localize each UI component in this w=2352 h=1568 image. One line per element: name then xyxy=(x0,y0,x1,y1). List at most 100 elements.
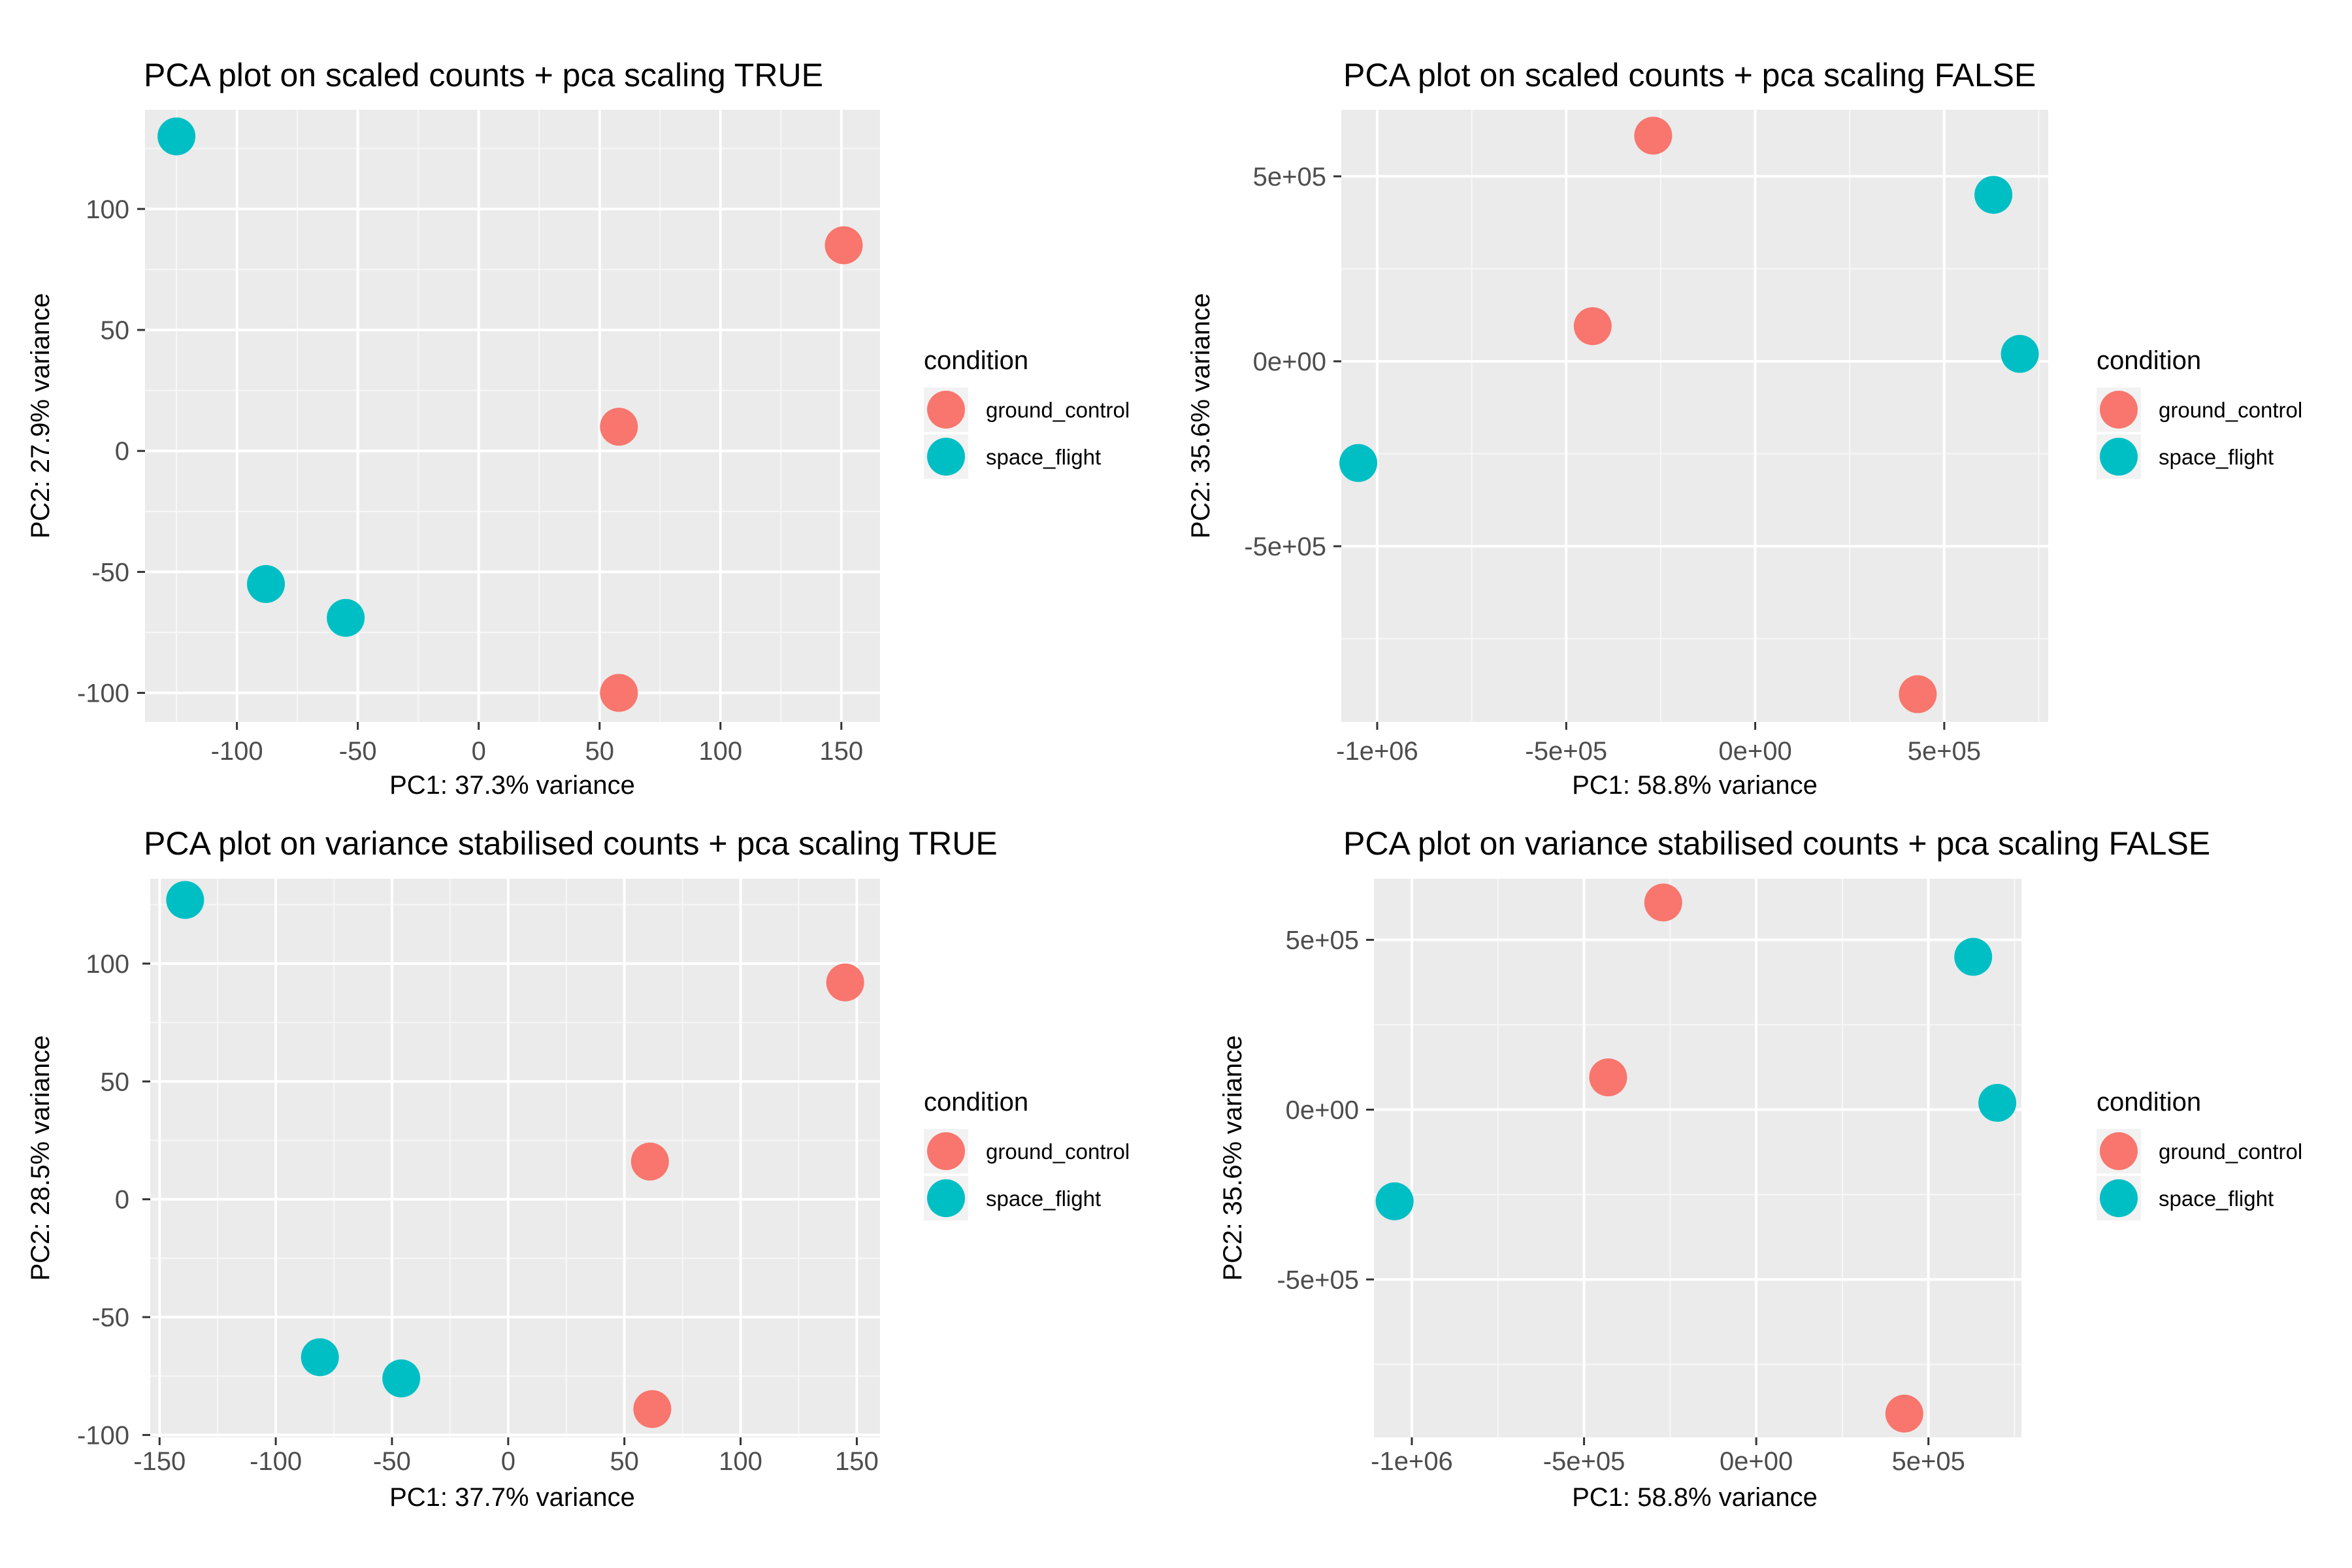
data-point-ground_control xyxy=(1899,675,1937,713)
y-tick-label: -50 xyxy=(91,1303,129,1332)
x-tick-label: -5e+05 xyxy=(1543,1447,1625,1476)
x-tick-label: 50 xyxy=(610,1447,639,1476)
x-tick-label: 0 xyxy=(472,737,486,766)
x-axis-title: PC1: 58.8% variance xyxy=(1572,1483,1818,1512)
legend-title: condition xyxy=(2097,1088,2201,1117)
x-tick-label: -1e+06 xyxy=(1336,737,1418,766)
data-point-ground_control xyxy=(825,226,863,265)
pca-panel-4: PCA plot on variance stabilised counts +… xyxy=(1218,825,2302,1512)
legend-key-space_flight xyxy=(927,1179,965,1217)
data-point-ground_control xyxy=(1885,1394,1923,1433)
data-point-space_flight xyxy=(301,1338,339,1377)
legend-key-space_flight xyxy=(2100,1179,2138,1217)
legend-label: ground_control xyxy=(986,398,1130,422)
chart-title: PCA plot on scaled counts + pca scaling … xyxy=(1343,57,2036,93)
y-axis-title: PC2: 27.9% variance xyxy=(26,293,55,539)
plot-background xyxy=(1374,879,2021,1437)
data-point-space_flight xyxy=(166,881,204,919)
x-axis-title: PC1: 37.7% variance xyxy=(389,1483,635,1512)
legend-label: ground_control xyxy=(2159,1139,2302,1164)
y-axis-title: PC2: 28.5% variance xyxy=(26,1036,55,1281)
y-tick-label: 50 xyxy=(101,316,130,345)
plot-background xyxy=(145,110,880,722)
x-tick-label: -50 xyxy=(373,1447,411,1476)
legend-label: space_flight xyxy=(2159,1186,2274,1211)
y-tick-label: -100 xyxy=(77,1421,129,1450)
data-point-space_flight xyxy=(157,117,196,155)
data-point-space_flight xyxy=(327,598,365,637)
legend-label: space_flight xyxy=(2159,445,2274,469)
chart-title: PCA plot on variance stabilised counts +… xyxy=(144,825,998,862)
y-tick-label: 5e+05 xyxy=(1253,163,1326,191)
x-axis-title: PC1: 37.3% variance xyxy=(389,771,635,800)
y-tick-label: 50 xyxy=(101,1068,130,1096)
data-point-space_flight xyxy=(1954,938,1993,976)
x-tick-label: -50 xyxy=(339,737,377,766)
legend-label: ground_control xyxy=(986,1139,1130,1164)
data-point-ground_control xyxy=(826,963,864,1002)
pca-panel-1: PCA plot on scaled counts + pca scaling … xyxy=(26,57,1130,800)
legend-title: condition xyxy=(924,1088,1028,1117)
data-point-space_flight xyxy=(382,1359,421,1397)
x-tick-label: 150 xyxy=(819,737,863,766)
x-tick-label: 0e+00 xyxy=(1720,1447,1793,1476)
data-point-space_flight xyxy=(1375,1182,1414,1220)
legend-key-ground_control xyxy=(2100,391,2138,429)
legend-key-space_flight xyxy=(2100,438,2138,476)
x-tick-label: 5e+05 xyxy=(1908,737,1981,766)
y-tick-label: 0 xyxy=(115,1186,129,1215)
y-tick-label: -50 xyxy=(91,558,129,587)
data-point-ground_control xyxy=(1589,1058,1627,1097)
data-point-space_flight xyxy=(1978,1084,2017,1122)
legend-label: space_flight xyxy=(986,445,1101,469)
y-tick-label: -5e+05 xyxy=(1244,532,1326,561)
legend-key-ground_control xyxy=(2100,1132,2138,1170)
x-tick-label: -5e+05 xyxy=(1525,737,1607,766)
x-tick-label: -150 xyxy=(133,1447,186,1476)
y-tick-label: 0e+00 xyxy=(1253,348,1326,376)
data-point-space_flight xyxy=(1339,444,1378,482)
y-tick-label: -5e+05 xyxy=(1277,1266,1359,1294)
y-tick-label: 100 xyxy=(86,195,129,224)
legend-key-ground_control xyxy=(927,1132,965,1170)
chart-title: PCA plot on variance stabilised counts +… xyxy=(1343,825,2210,862)
y-axis-title: PC2: 35.6% variance xyxy=(1186,293,1215,539)
pca-panel-2: PCA plot on scaled counts + pca scaling … xyxy=(1186,57,2302,800)
x-tick-label: 50 xyxy=(585,737,614,766)
y-axis-title: PC2: 35.6% variance xyxy=(1218,1036,1247,1281)
data-point-ground_control xyxy=(600,408,638,446)
x-tick-label: 150 xyxy=(835,1447,879,1476)
data-point-ground_control xyxy=(1573,307,1612,346)
x-tick-label: 0e+00 xyxy=(1718,737,1791,766)
data-point-space_flight xyxy=(2001,335,2039,373)
legend-key-ground_control xyxy=(927,391,965,429)
x-tick-label: 0 xyxy=(501,1447,515,1476)
data-point-ground_control xyxy=(633,1390,672,1428)
plot-background xyxy=(150,879,880,1437)
legend-title: condition xyxy=(2097,346,2201,375)
plot-background xyxy=(1341,110,2048,722)
y-tick-label: 0 xyxy=(115,437,129,466)
data-point-ground_control xyxy=(1634,116,1673,155)
data-point-ground_control xyxy=(630,1142,669,1181)
x-tick-label: -100 xyxy=(250,1447,302,1476)
y-tick-label: 0e+00 xyxy=(1286,1096,1359,1124)
legend-title: condition xyxy=(924,346,1028,375)
chart-title: PCA plot on scaled counts + pca scaling … xyxy=(144,57,823,93)
y-tick-label: 100 xyxy=(86,950,129,979)
legend-key-space_flight xyxy=(927,438,965,476)
data-point-ground_control xyxy=(1644,883,1682,922)
x-tick-label: 100 xyxy=(719,1447,762,1476)
data-point-space_flight xyxy=(1974,176,2013,214)
x-tick-label: 5e+05 xyxy=(1892,1447,1965,1476)
data-point-space_flight xyxy=(247,564,286,603)
x-axis-title: PC1: 58.8% variance xyxy=(1572,771,1818,800)
legend-label: space_flight xyxy=(986,1186,1101,1211)
y-tick-label: -100 xyxy=(77,679,129,708)
data-point-ground_control xyxy=(600,674,638,712)
y-tick-label: 5e+05 xyxy=(1286,926,1359,955)
legend-label: ground_control xyxy=(2159,398,2302,422)
pca-panel-3: PCA plot on variance stabilised counts +… xyxy=(26,825,1130,1512)
x-tick-label: -100 xyxy=(211,737,263,766)
